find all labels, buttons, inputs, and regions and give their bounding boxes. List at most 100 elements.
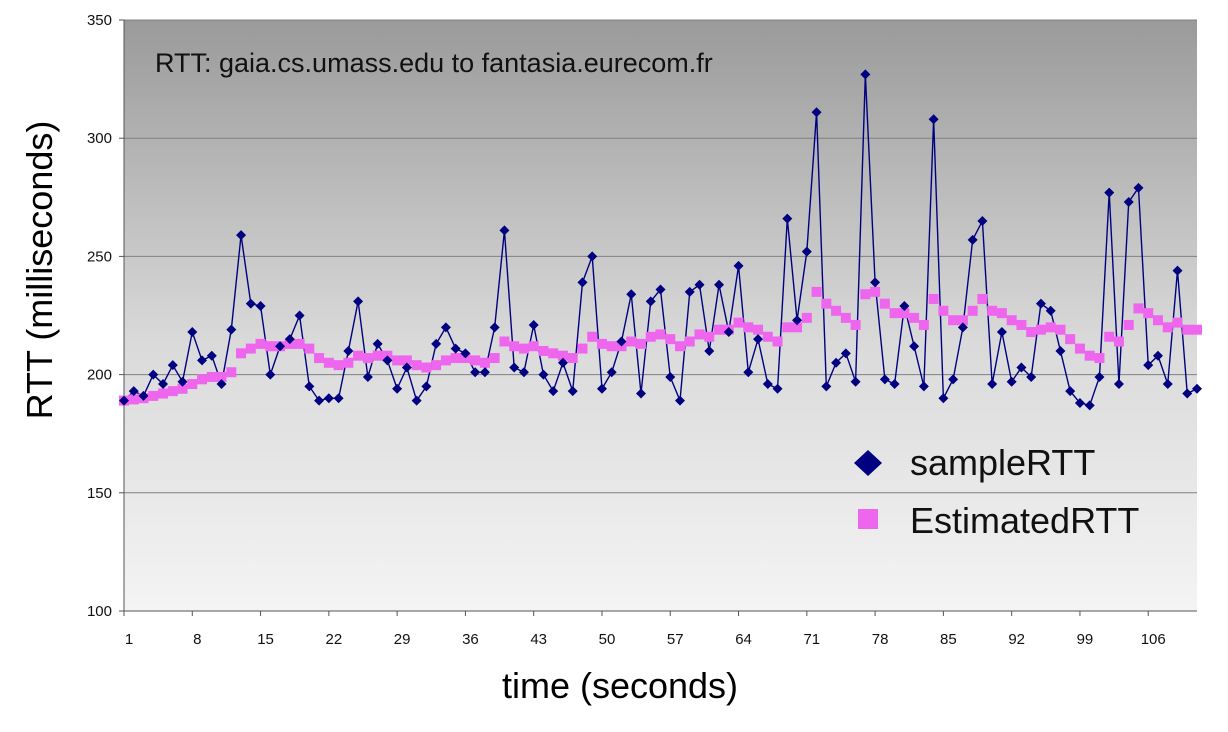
samplertt-point	[245, 298, 256, 309]
samplertt-point	[1143, 360, 1154, 371]
estimatedrtt-point	[762, 331, 773, 342]
estimatedrtt-point	[372, 350, 383, 361]
samplertt-point	[479, 367, 490, 378]
estimatedrtt-point	[1045, 322, 1056, 333]
samplertt-point	[548, 386, 559, 397]
samplertt-point	[645, 296, 656, 307]
samplertt-point	[948, 374, 959, 385]
legend-diamond-marker	[854, 450, 882, 476]
y-tick-label: 250	[87, 248, 112, 265]
legend-square-marker	[858, 509, 878, 529]
samplertt-point	[1035, 298, 1046, 309]
estimatedrtt-point	[265, 341, 276, 352]
samplertt-point	[167, 360, 178, 371]
samplertt-point	[294, 310, 305, 321]
estimatedrtt-point	[479, 357, 490, 368]
estimatedrtt-point	[977, 293, 988, 304]
samplertt-point	[1074, 397, 1085, 408]
x-tick-label: 43	[530, 631, 547, 648]
samplertt-point	[870, 277, 881, 288]
estimatedrtt-point	[1143, 308, 1154, 319]
estimatedrtt-point	[294, 338, 305, 349]
x-axis-title: time (seconds)	[502, 665, 738, 706]
samplertt-point	[967, 234, 978, 245]
samplertt-point	[148, 369, 159, 380]
samplertt-point	[655, 284, 666, 295]
estimatedrtt-point	[236, 348, 247, 359]
legend-label-samplertt: sampleRTT	[910, 442, 1095, 483]
y-axis-title: RTT (milliseconds)	[19, 121, 60, 420]
samplertt-point	[821, 381, 832, 392]
estimatedrtt-point	[197, 374, 208, 385]
samplertt-point	[236, 230, 247, 241]
samplertt-point	[879, 374, 890, 385]
estimatedrtt-point	[343, 357, 354, 368]
samplertt-point	[714, 279, 725, 290]
samplertt-point	[1084, 400, 1095, 411]
y-tick-label: 200	[87, 367, 112, 384]
estimatedrtt-point	[1133, 303, 1144, 314]
samplertt-point	[1094, 371, 1105, 382]
estimatedrtt-point	[1172, 317, 1183, 328]
estimatedrtt-point	[801, 312, 812, 323]
estimatedrtt-point	[440, 355, 451, 366]
samplertt-point	[1152, 350, 1163, 361]
estimatedrtt-point	[431, 360, 442, 371]
samplertt-point	[421, 381, 432, 392]
estimatedrtt-point	[879, 298, 890, 309]
samplertt-point	[372, 338, 383, 349]
samplertt-point	[528, 319, 539, 330]
estimatedrtt-point	[245, 343, 256, 354]
samplertt-point	[616, 336, 627, 347]
samplertt-point	[177, 376, 188, 387]
samplertt-point	[723, 327, 734, 338]
y-tick-label: 150	[87, 485, 112, 502]
samplertt-point	[392, 383, 403, 394]
estimatedrtt-point	[655, 329, 666, 340]
estimatedrtt-point	[1006, 315, 1017, 326]
estimatedrtt-point	[226, 367, 237, 378]
estimatedrtt-point	[1123, 319, 1134, 330]
estimatedrtt-point	[1055, 324, 1066, 335]
samplertt-point	[1182, 388, 1193, 399]
estimatedrtt-point	[645, 331, 656, 342]
estimatedrtt-point	[831, 305, 842, 316]
samplertt-point	[889, 379, 900, 390]
estimatedrtt-point	[255, 338, 266, 349]
x-tick-label: 92	[1008, 631, 1025, 648]
samplertt-point	[470, 367, 481, 378]
estimatedrtt-point	[216, 371, 227, 382]
samplertt-point	[1065, 386, 1076, 397]
samplertt-point	[831, 357, 842, 368]
samplertt-point	[197, 355, 208, 366]
samplertt-point	[314, 395, 325, 406]
samplertt-point	[957, 322, 968, 333]
samplertt-point	[275, 341, 286, 352]
samplertt-point	[996, 327, 1007, 338]
samplertt-point	[801, 246, 812, 257]
estimatedrtt-point	[694, 329, 705, 340]
estimatedrtt-point	[421, 362, 432, 373]
estimatedrtt-point	[1113, 336, 1124, 347]
estimatedrtt-point	[177, 383, 188, 394]
estimatedrtt-point	[1192, 324, 1202, 335]
estimatedrtt-point	[1065, 334, 1076, 345]
estimatedrtt-point	[840, 312, 851, 323]
legend-label-estimatedrtt: EstimatedRTT	[910, 500, 1139, 541]
x-tick-label: 8	[193, 631, 201, 648]
samplertt-point	[343, 345, 354, 356]
estimatedrtt-point	[518, 343, 529, 354]
estimatedrtt-point	[733, 317, 744, 328]
samplertt-point	[333, 393, 344, 404]
estimatedrtt-point	[333, 360, 344, 371]
x-tick-labels: 1 8 15 22 29 36 43 50 57 64 71 78 85 92 99 106	[125, 631, 1166, 648]
estimatedrtt-point	[987, 305, 998, 316]
estimatedrtt-point	[1074, 343, 1085, 354]
x-tick-label: 64	[735, 631, 752, 648]
samplertt-point	[596, 383, 607, 394]
y-tick-label: 300	[87, 130, 112, 147]
samplertt-point	[187, 327, 198, 338]
samplertt-point	[1172, 265, 1183, 276]
estimatedrtt-point	[499, 336, 510, 347]
estimatedrtt-point	[782, 322, 793, 333]
